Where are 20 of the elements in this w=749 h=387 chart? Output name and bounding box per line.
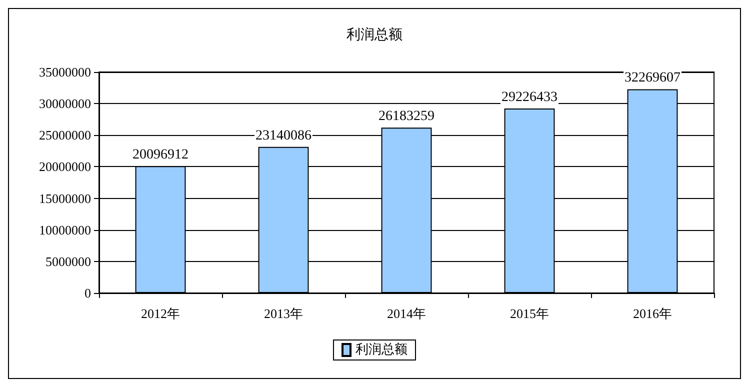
data-label: 23140086	[256, 128, 312, 144]
y-tick-label: 5000000	[46, 254, 91, 269]
y-tick-label: 10000000	[39, 222, 91, 238]
data-label: 20096912	[132, 148, 188, 163]
data-label: 29226433	[502, 90, 558, 105]
data-label: 26183259	[378, 109, 434, 124]
y-tick-label: 25000000	[39, 128, 91, 143]
x-tick-label: 2015年	[510, 306, 549, 321]
y-tick-label: 20000000	[39, 159, 91, 174]
y-tick-label: 30000000	[39, 96, 91, 112]
legend-label: 利润总额	[356, 342, 408, 358]
chart-title: 利润总额	[346, 27, 402, 43]
x-tick-label: 2012年	[141, 306, 180, 321]
y-tick-label: 15000000	[39, 190, 91, 206]
x-tick-label: 2013年	[264, 306, 303, 321]
y-tick-label: 35000000	[39, 64, 91, 80]
data-label: 32269607	[624, 70, 680, 86]
x-tick-label: 2016年	[633, 306, 672, 321]
y-tick-label: 0	[84, 286, 91, 300]
x-tick-label: 2014年	[387, 306, 426, 321]
